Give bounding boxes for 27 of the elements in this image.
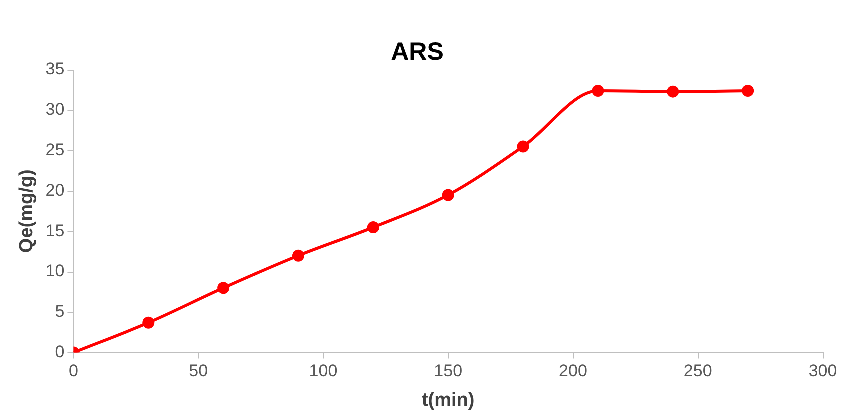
point [592,85,604,98]
y-tick-label: 10 [46,262,65,281]
point [367,222,380,234]
y-tick-label: 15 [46,221,65,240]
point [442,189,454,202]
y-axis-title: Qe(mg/g) [16,170,38,254]
x-tick-label: 150 [434,362,463,381]
x-tick-label: 200 [559,362,588,381]
point [218,282,230,294]
y-tick-label: 35 [46,60,65,79]
x-tick-label: 100 [309,362,338,381]
x-tick-label: 300 [808,362,838,381]
point [292,250,304,262]
x-tick-label: 0 [68,362,78,381]
point [667,86,680,98]
x-axis-title: t(min) [422,390,475,411]
point [142,316,155,329]
x-tick-label: 50 [189,362,208,381]
y-tick-label: 5 [55,302,65,322]
point [517,140,530,153]
y-tick-label: 20 [46,180,65,200]
point [742,85,754,98]
y-tick-label: 25 [46,140,65,160]
y-tick-label: 0 [55,342,65,362]
y-tick-label: 30 [46,100,65,120]
chart-title: ARS [391,38,444,66]
x-tick-label: 250 [684,362,712,381]
